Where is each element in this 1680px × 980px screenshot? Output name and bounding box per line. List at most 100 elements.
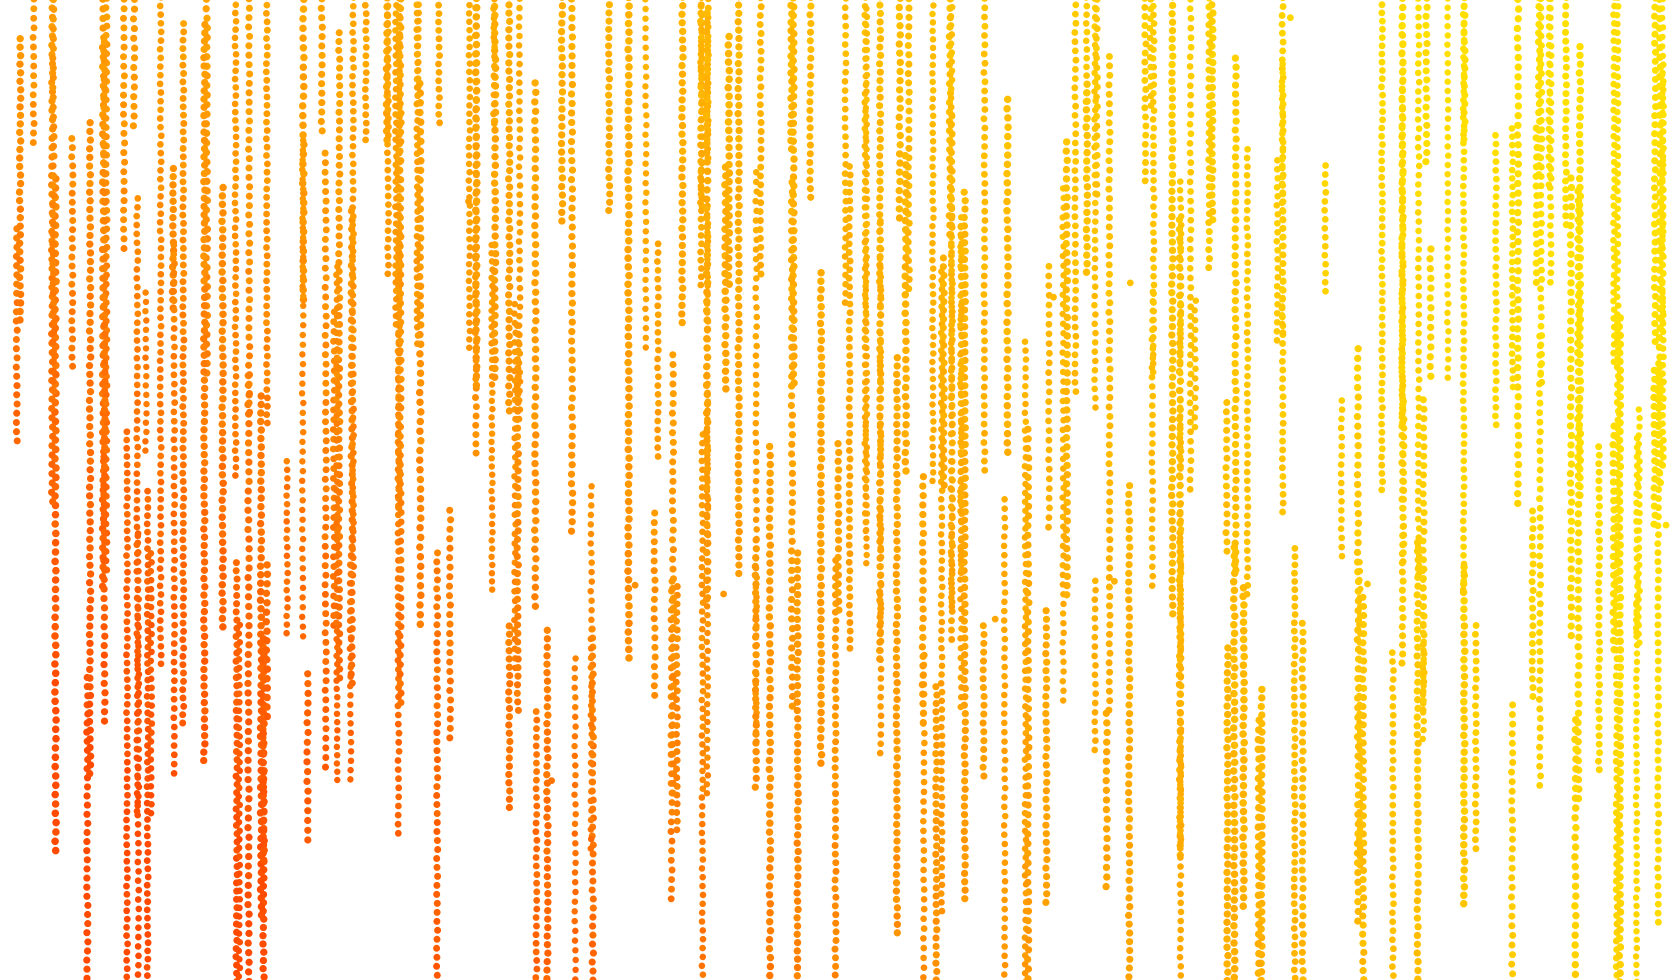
dot <box>156 400 164 408</box>
dot <box>568 375 576 383</box>
dot <box>29 33 37 41</box>
dot <box>703 638 711 646</box>
dot <box>100 264 108 272</box>
dot <box>788 518 796 526</box>
dot <box>434 774 442 782</box>
dot <box>625 454 633 462</box>
dot <box>624 184 633 193</box>
dot <box>83 810 91 818</box>
dot <box>698 794 706 801</box>
dot <box>751 633 760 641</box>
dot <box>86 223 95 231</box>
dot <box>703 139 711 148</box>
dot <box>544 906 552 915</box>
dot <box>349 169 357 176</box>
dot <box>180 219 187 227</box>
dot <box>514 475 522 484</box>
dot <box>505 258 514 266</box>
dot <box>349 335 357 343</box>
dot <box>202 0 211 3</box>
dot <box>703 251 712 259</box>
dot <box>244 872 253 880</box>
dot <box>650 682 658 690</box>
dot <box>16 69 25 77</box>
dot <box>568 80 577 89</box>
dot <box>13 382 21 390</box>
dot <box>466 344 473 351</box>
dot <box>505 125 513 133</box>
dot <box>232 92 240 99</box>
dot <box>124 494 131 502</box>
dot <box>514 518 522 526</box>
dot <box>298 477 306 485</box>
dot <box>734 293 742 302</box>
dot <box>505 696 513 704</box>
dot <box>170 519 178 527</box>
dot <box>571 703 579 711</box>
dot <box>16 282 24 290</box>
dot <box>86 283 95 292</box>
dot <box>347 757 355 765</box>
dot <box>392 10 400 17</box>
dot <box>654 249 662 256</box>
dot <box>245 0 253 3</box>
dot <box>231 356 239 364</box>
dot <box>170 705 178 712</box>
dot <box>531 421 539 430</box>
dot <box>259 856 268 864</box>
dot <box>123 841 131 849</box>
dot <box>134 943 142 950</box>
dot <box>568 451 576 459</box>
dot <box>605 75 614 83</box>
dot <box>506 241 514 249</box>
dot <box>322 312 330 320</box>
dot <box>433 738 441 746</box>
dot <box>83 856 91 864</box>
dot <box>766 487 774 496</box>
dot <box>752 695 760 703</box>
dot <box>133 381 141 389</box>
dot <box>642 141 650 148</box>
dot <box>200 690 209 698</box>
dot <box>703 576 711 585</box>
dot <box>143 372 150 380</box>
dot <box>787 547 796 555</box>
dot <box>123 882 130 890</box>
dot <box>678 276 686 284</box>
dot <box>505 108 513 117</box>
dot <box>605 1 613 9</box>
dot <box>156 366 164 373</box>
dot <box>531 545 539 553</box>
dot <box>51 753 60 762</box>
dot <box>433 621 441 629</box>
dot <box>846 455 854 463</box>
dot <box>757 56 765 64</box>
dot <box>543 635 552 643</box>
dot <box>435 18 442 26</box>
dot <box>514 424 522 432</box>
dot <box>171 343 178 351</box>
dot <box>531 412 539 420</box>
dot <box>260 948 268 956</box>
dot <box>49 260 57 268</box>
dot <box>179 569 187 577</box>
dot <box>393 295 400 303</box>
dot <box>473 160 481 168</box>
dot <box>790 155 798 163</box>
dot <box>200 54 208 62</box>
dot <box>235 930 243 937</box>
dot <box>322 303 329 311</box>
dot <box>704 629 711 637</box>
dot <box>817 311 825 319</box>
dot <box>491 135 500 143</box>
dot <box>589 976 597 980</box>
dot <box>133 541 141 549</box>
dot <box>793 839 801 847</box>
dot <box>558 96 566 105</box>
dot <box>321 178 329 186</box>
dot <box>734 93 742 101</box>
dot <box>568 280 576 288</box>
dot <box>231 232 239 240</box>
dot <box>231 224 239 232</box>
dot <box>466 35 473 42</box>
